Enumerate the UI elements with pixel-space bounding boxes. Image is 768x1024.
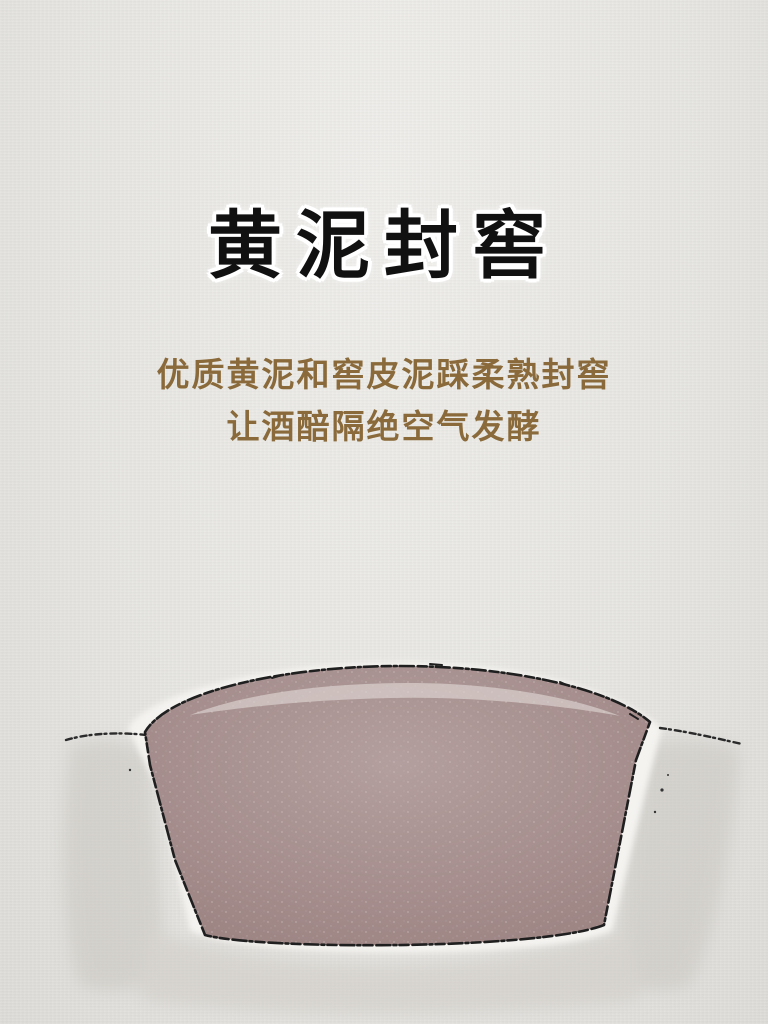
mud-outline xyxy=(143,664,652,947)
cellar-mud-illustration xyxy=(63,662,744,1015)
subtitle-line-1: 优质黄泥和窖皮泥踩柔熟封窖 xyxy=(156,355,612,394)
ledge-right xyxy=(658,726,744,746)
subtitle-line-2: 让酒醅隔绝空气发酵 xyxy=(226,407,542,446)
pit-shadow xyxy=(63,739,740,1015)
ledge-left xyxy=(64,732,148,742)
page-title: 黄泥封窖 xyxy=(208,203,560,289)
